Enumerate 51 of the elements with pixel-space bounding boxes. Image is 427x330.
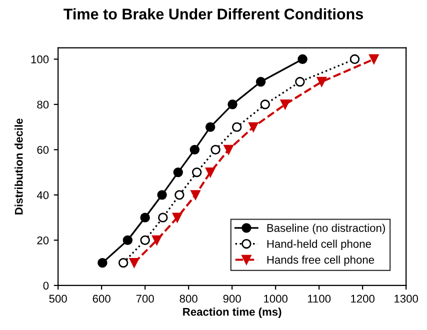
x-tick-label: 1100 xyxy=(308,294,331,303)
x-tick-label: 1200 xyxy=(351,294,374,303)
y-axis-title: Distribution decile xyxy=(14,118,23,214)
x-tick-label: 1300 xyxy=(394,294,418,303)
point xyxy=(152,235,162,246)
legend-label: Hand-held cell phone xyxy=(267,240,371,250)
point xyxy=(350,54,360,64)
point xyxy=(316,76,327,87)
point xyxy=(190,144,200,155)
legend-label: Hands free cell phone xyxy=(267,256,374,266)
x-axis-title: Reaction time (ms) xyxy=(183,308,282,318)
x-tick-label: 1000 xyxy=(264,294,288,303)
y-tick-label: 60 xyxy=(37,146,49,154)
x-tick-label: 900 xyxy=(223,294,241,303)
legend-label: Baseline (no distraction) xyxy=(267,224,385,234)
point xyxy=(205,122,216,132)
point xyxy=(129,258,140,268)
point xyxy=(190,190,200,200)
point xyxy=(224,144,234,155)
point xyxy=(260,100,270,110)
point xyxy=(369,54,379,64)
y-tick-label: 80 xyxy=(37,100,49,109)
point xyxy=(174,190,184,200)
point xyxy=(256,76,266,87)
x-tick-label: 500 xyxy=(49,294,67,303)
x-tick-label: 600 xyxy=(92,294,110,303)
point xyxy=(298,54,308,64)
point xyxy=(228,100,238,110)
x-tick-label: 800 xyxy=(180,294,198,303)
point xyxy=(280,100,290,110)
chart-title: Time to Brake Under Different Conditions xyxy=(64,8,363,20)
point xyxy=(205,167,216,178)
y-tick-label: 100 xyxy=(31,55,49,64)
point xyxy=(248,122,258,132)
y-tick-label: 40 xyxy=(36,191,49,200)
point xyxy=(118,258,128,268)
point xyxy=(158,212,168,222)
point xyxy=(172,212,182,222)
point xyxy=(140,235,150,246)
point xyxy=(140,212,150,222)
x-tick-label: 700 xyxy=(136,294,154,303)
point xyxy=(192,167,202,178)
point xyxy=(295,76,305,87)
point xyxy=(173,167,183,178)
point xyxy=(157,190,167,200)
point xyxy=(232,122,242,132)
point xyxy=(122,235,133,246)
y-tick-label: 0 xyxy=(43,282,49,290)
point xyxy=(210,144,220,155)
point xyxy=(98,258,108,268)
y-tick-label: 20 xyxy=(37,236,49,244)
